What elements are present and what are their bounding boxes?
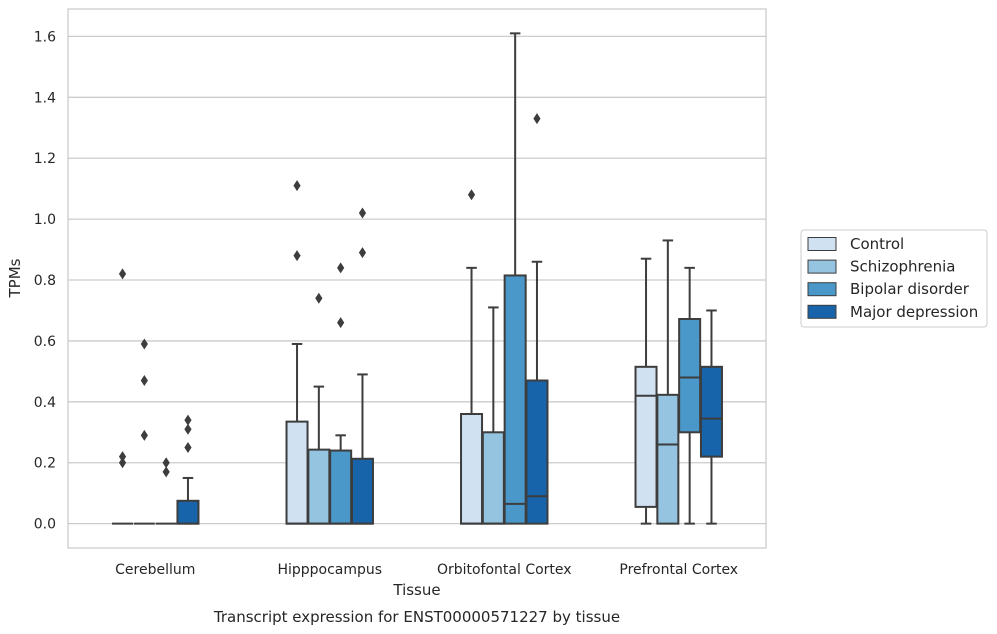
box-1-1 bbox=[307, 292, 331, 525]
y-tick-label: 0.4 bbox=[34, 395, 56, 411]
legend-label: Schizophrenia bbox=[850, 258, 955, 276]
legend-label: Control bbox=[850, 235, 904, 253]
y-tick-labels: 0.0 0.2 0.4 0.6 0.8 1.0 1.2 1.4 1.6 bbox=[34, 29, 56, 532]
outlier-point bbox=[184, 414, 192, 426]
box-1-2 bbox=[329, 262, 353, 525]
box-body bbox=[525, 379, 549, 525]
box-body bbox=[481, 431, 505, 525]
legend-swatch bbox=[807, 282, 837, 297]
outlier-point bbox=[140, 338, 148, 350]
box-3-3 bbox=[699, 309, 723, 525]
box-3-2 bbox=[678, 266, 702, 525]
x-tick-label: Hipppocampus bbox=[277, 562, 382, 578]
box-body bbox=[329, 449, 353, 525]
box-0-0 bbox=[112, 268, 134, 525]
box-body bbox=[350, 457, 374, 525]
box-body bbox=[656, 393, 680, 525]
box-body bbox=[460, 413, 484, 525]
outlier-point bbox=[140, 375, 148, 387]
box-3-0 bbox=[634, 257, 658, 525]
box-body bbox=[634, 365, 658, 508]
y-tick-label: 0.2 bbox=[34, 456, 56, 472]
outlier-point bbox=[184, 442, 192, 454]
y-tick-label: 1.6 bbox=[34, 29, 56, 45]
x-tick-labels: Cerebellum Hipppocampus Orbitofontal Corte… bbox=[115, 562, 738, 578]
outlier-point bbox=[467, 189, 476, 201]
y-tick-label: 0.8 bbox=[34, 273, 56, 289]
box-2-3 bbox=[525, 113, 549, 525]
legend-label: Major depression bbox=[850, 303, 978, 321]
outlier-point bbox=[315, 292, 323, 304]
y-tick-label: 0.6 bbox=[34, 334, 56, 350]
legend-frame bbox=[800, 229, 988, 328]
y-tick-label: 1.2 bbox=[34, 151, 56, 167]
plot-area bbox=[112, 32, 723, 525]
box-1-3 bbox=[350, 207, 374, 525]
outlier-point bbox=[358, 207, 367, 219]
outlier-point bbox=[162, 466, 170, 478]
x-tick-label: Cerebellum bbox=[115, 562, 195, 578]
box-body bbox=[285, 420, 309, 525]
box-0-3 bbox=[176, 414, 200, 525]
y-tick-label: 1.0 bbox=[34, 212, 56, 228]
box-body bbox=[699, 365, 723, 458]
box-body bbox=[678, 318, 702, 434]
outlier-point bbox=[293, 250, 301, 262]
box-1-0 bbox=[285, 180, 309, 525]
x-axis-label: Tissue bbox=[392, 581, 440, 599]
box-0-2 bbox=[155, 457, 177, 525]
legend-swatch bbox=[807, 304, 837, 319]
box-2-0 bbox=[460, 189, 484, 525]
outlier-point bbox=[337, 262, 345, 274]
outlier-point bbox=[118, 268, 127, 280]
box-2-1 bbox=[481, 306, 505, 525]
outlier-point bbox=[140, 429, 148, 441]
box-body bbox=[503, 274, 527, 525]
legend-swatch bbox=[807, 237, 837, 251]
outlier-point bbox=[533, 113, 541, 125]
outlier-point bbox=[293, 180, 301, 192]
y-tick-label: 0.0 bbox=[34, 517, 56, 533]
x-tick-label: Orbitofontal Cortex bbox=[437, 562, 572, 578]
outlier-point bbox=[337, 317, 345, 329]
outlier-point bbox=[162, 457, 170, 469]
outlier-point bbox=[118, 457, 127, 469]
plot-frame bbox=[67, 8, 767, 549]
legend-swatch bbox=[807, 259, 837, 274]
box-body bbox=[176, 499, 200, 525]
grid-lines bbox=[68, 35, 766, 525]
x-tick-label: Prefrontal Cortex bbox=[619, 562, 738, 578]
chart-caption: Transcript expression for ENST0000057122… bbox=[213, 608, 620, 626]
box-body bbox=[307, 448, 331, 525]
box-3-1 bbox=[656, 239, 680, 525]
legend-label: Bipolar disorder bbox=[850, 280, 970, 298]
outlier-point bbox=[358, 247, 367, 259]
y-axis-label: TPMs bbox=[6, 258, 24, 298]
box-2-2 bbox=[503, 32, 527, 525]
legend: Control Schizophrenia Bipolar disorder Majo… bbox=[800, 229, 988, 328]
box-0-1 bbox=[133, 338, 155, 525]
y-tick-label: 1.4 bbox=[34, 90, 56, 106]
outlier-point bbox=[184, 423, 192, 435]
outlier-point bbox=[118, 451, 127, 463]
